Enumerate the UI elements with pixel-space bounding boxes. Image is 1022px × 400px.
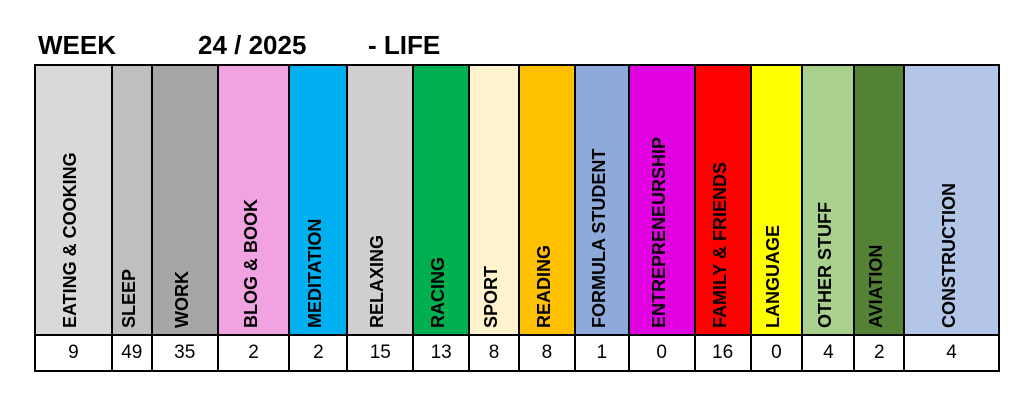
header-cell-language: LANGUAGE — [751, 66, 804, 334]
header-cell-meditation: MEDITATION — [290, 66, 349, 334]
header-cell-racing: RACING — [414, 66, 471, 334]
value-cell-sport: 8 — [470, 336, 520, 370]
value-cell-racing: 13 — [414, 336, 471, 370]
header-cell-eating-cooking: EATING & COOKING — [36, 66, 113, 334]
category-label-sport: SPORT — [481, 265, 502, 328]
category-label-sleep: SLEEP — [118, 268, 139, 328]
value-cell-eating-cooking: 9 — [36, 336, 113, 370]
category-label-meditation: MEDITATION — [305, 218, 326, 328]
header-cell-sleep: SLEEP — [112, 66, 153, 334]
header-cell-aviation: AVIATION — [855, 66, 906, 334]
value-row: 9 49 35 2 2 15 13 8 8 1 0 16 0 4 2 4 — [34, 334, 1000, 372]
category-label-other-stuff: OTHER STUFF — [815, 202, 836, 328]
category-label-work: WORK — [171, 271, 192, 328]
category-label-formula-student: FORMULA STUDENT — [588, 148, 609, 328]
value-cell-construction: 4 — [905, 336, 1000, 370]
value-cell-family-friends: 16 — [696, 336, 752, 370]
header-cell-relaxing: RELAXING — [348, 66, 415, 334]
category-label-family-friends: FAMILY & FRIENDS — [709, 161, 730, 328]
category-label-blog-book: BLOG & BOOK — [240, 199, 261, 328]
value-cell-reading: 8 — [520, 336, 576, 370]
header-cell-entrepreneurship: ENTREPRENEURSHIP — [629, 66, 696, 334]
value-cell-formula-student: 1 — [576, 336, 630, 370]
value-cell-sleep: 49 — [113, 336, 153, 370]
header-cell-work: WORK — [152, 66, 219, 334]
value-cell-language: 0 — [752, 336, 804, 370]
week-label: WEEK — [38, 30, 116, 60]
header-cell-sport: SPORT — [470, 66, 520, 334]
header-cell-family-friends: FAMILY & FRIENDS — [695, 66, 752, 334]
value-cell-relaxing: 15 — [348, 336, 415, 370]
category-label-entrepreneurship: ENTREPRENEURSHIP — [648, 136, 669, 328]
category-label-relaxing: RELAXING — [367, 234, 388, 328]
value-cell-other-stuff: 4 — [803, 336, 856, 370]
header-row: EATING & COOKING SLEEP WORK BLOG & BOOK MEDI… — [34, 64, 1000, 334]
time-table: EATING & COOKING SLEEP WORK BLOG & BOOK MEDI… — [34, 64, 1000, 372]
category-label-construction: CONSTRUCTION — [938, 183, 959, 328]
header-cell-formula-student: FORMULA STUDENT — [575, 66, 630, 334]
category-label-racing: RACING — [428, 257, 449, 328]
value-cell-work: 35 — [153, 336, 219, 370]
value-cell-blog-book: 2 — [219, 336, 291, 370]
category-label-language: LANGUAGE — [763, 225, 784, 328]
page-title: WEEK 24 / 2025 - LIFE — [38, 30, 738, 60]
category-label-aviation: AVIATION — [866, 244, 887, 328]
header-cell-other-stuff: OTHER STUFF — [803, 66, 856, 334]
value-cell-meditation: 2 — [290, 336, 349, 370]
category-label-eating-cooking: EATING & COOKING — [60, 152, 81, 328]
header-cell-reading: READING — [519, 66, 576, 334]
header-cell-blog-book: BLOG & BOOK — [218, 66, 291, 334]
week-number: 24 / 2025 — [198, 30, 307, 60]
header-cell-construction: CONSTRUCTION — [905, 66, 1000, 334]
value-cell-entrepreneurship: 0 — [630, 336, 696, 370]
category-label: - LIFE — [368, 30, 441, 60]
category-label-reading: READING — [533, 244, 554, 328]
value-cell-aviation: 2 — [855, 336, 906, 370]
